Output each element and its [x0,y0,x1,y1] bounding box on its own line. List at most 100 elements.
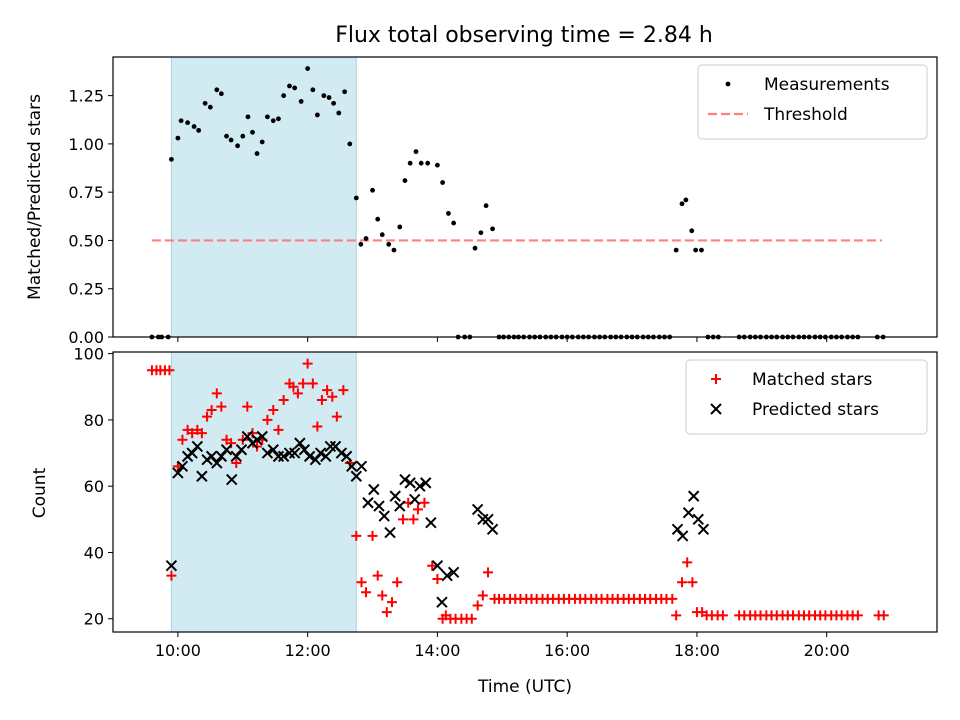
data-point [292,85,298,91]
data-point [399,473,411,486]
data-point [215,450,228,463]
data-point [351,530,362,541]
x-tick-label: 12:00 [285,641,331,660]
data-point [262,414,273,425]
chart-title: Flux total observing time = 2.84 h [335,23,713,48]
data-point [273,424,284,435]
data-point [478,230,484,236]
data-point [673,247,679,253]
data-point [381,607,392,618]
data-point [168,156,174,162]
legend-marker [710,403,722,415]
legend-label: Threshold [763,105,848,125]
data-point [419,497,430,508]
data-point [307,378,318,389]
data-point [370,187,375,193]
y-tick-label: 20 [84,610,104,629]
data-point [404,477,416,489]
legend: Measurements Threshold [697,64,928,140]
data-point [177,434,188,445]
data-point [362,497,374,509]
data-point [446,211,451,216]
data-point [278,395,289,406]
data-point [228,137,234,143]
x-tick-label: 16:00 [544,641,590,660]
data-point [283,447,296,459]
data-point [220,444,233,456]
legend-marker [711,374,721,384]
data-point [402,178,408,183]
data-point [298,444,311,456]
shaded-span [170,56,357,338]
data-point [413,149,419,155]
legend-box [685,359,928,435]
data-point [389,490,401,502]
data-point [322,385,333,396]
data-point [425,516,437,529]
data-point [191,124,197,129]
data-point [682,557,693,568]
data-point [267,444,279,456]
data-point [335,447,348,459]
data-point [230,450,242,463]
data-point [350,470,363,482]
y-tick-label: 0.75 [68,183,104,202]
data-point [671,610,682,621]
data-point [384,526,396,539]
data-point [259,139,265,145]
data-point [216,401,227,412]
y-tick-label: 100 [73,345,104,364]
data-point [358,241,364,247]
data-point [432,573,443,584]
x-axis-label: Time (UTC) [477,677,572,697]
data-point [235,444,248,456]
data-point [436,596,448,608]
data-point [276,116,281,122]
data-point [265,114,270,120]
y-tick-label: 0.00 [68,328,104,347]
data-point [483,203,489,209]
data-point [202,100,208,106]
data-point [211,388,222,399]
data-point [471,503,484,516]
data-point [420,477,432,489]
data-point [268,404,279,415]
data-point [373,500,385,512]
data-point [441,569,453,582]
data-point [377,590,388,601]
legend: Matched stars Predicted stars [685,359,928,435]
x-tick-label: 18:00 [674,641,720,660]
data-point [408,514,419,525]
data-point [196,470,208,482]
data-point [185,120,191,126]
data-point [270,118,276,124]
data-point [682,507,695,519]
data-point [386,597,397,608]
data-point [303,450,316,463]
data-point [408,493,421,506]
x-tick-label: 10:00 [155,641,201,660]
data-point [687,490,700,502]
data-point [309,453,322,466]
y-tick-label: 80 [84,411,104,430]
data-point [176,460,189,473]
data-point [287,83,292,89]
data-point [440,180,445,185]
data-point [699,247,704,253]
data-point [338,385,349,396]
data-point [312,421,323,432]
data-point [320,450,332,463]
data-point [211,457,223,469]
bottom-y-axis-label: Count [30,467,50,518]
data-point [251,434,263,446]
data-point [689,228,695,234]
data-point [447,566,460,579]
data-point [245,114,251,120]
data-point [294,437,306,449]
data-point [314,112,320,118]
data-point [272,450,285,463]
data-point [224,133,229,139]
x-tick-label: 20:00 [804,641,850,660]
data-point [427,560,438,571]
